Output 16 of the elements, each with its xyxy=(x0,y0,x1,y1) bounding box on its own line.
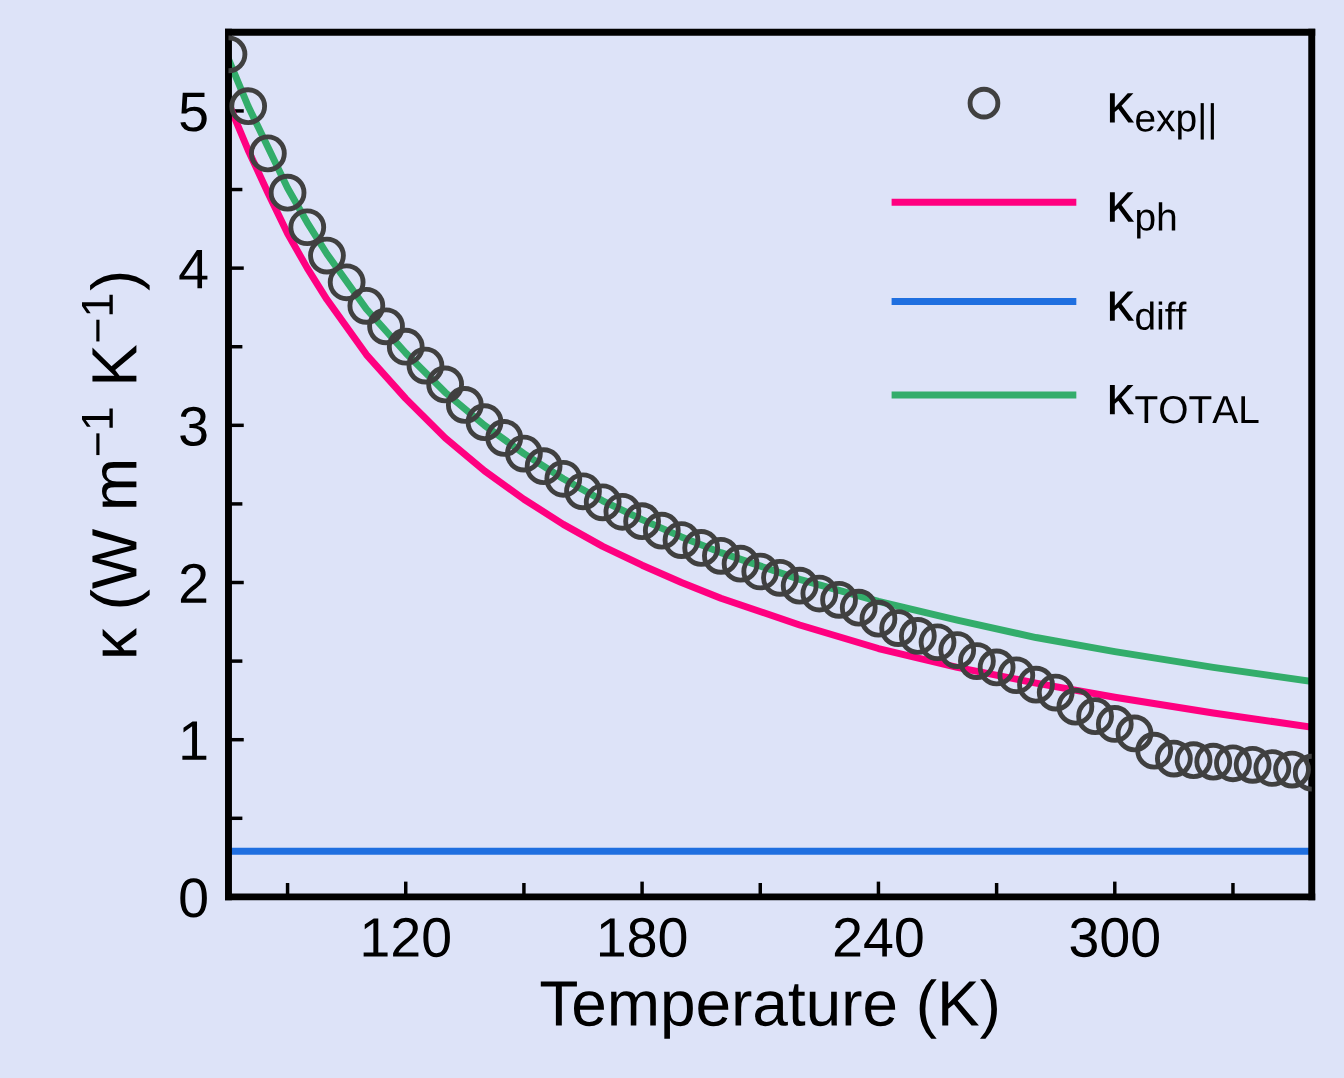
y-tick-label: 4 xyxy=(179,250,208,289)
y-tick-label: 5 xyxy=(180,92,207,132)
y-axis-title: κ (W m$^{−1}$ K$^{−1}$) xyxy=(82,273,150,656)
legend-label: κ$_{ph}$ xyxy=(1109,192,1176,239)
x-tick-label: 300 xyxy=(1070,917,1159,958)
y-tick-label: 2 xyxy=(180,563,207,603)
x-tick-label: 180 xyxy=(599,917,687,958)
y-tick-label: 1 xyxy=(182,721,207,760)
legend-label: κ$_{TOTAL}$ xyxy=(1109,384,1259,424)
x-tick-label: 120 xyxy=(363,917,450,958)
y-tick-label: 3 xyxy=(180,406,207,446)
x-tick-label: 240 xyxy=(834,917,923,958)
legend-label: κ$_{diff}$ xyxy=(1109,291,1187,330)
legend-label: κ$_{exp||}$ xyxy=(1109,93,1214,140)
y-tick-label: 0 xyxy=(180,878,207,918)
x-axis-title: Temperature (K) xyxy=(540,979,997,1039)
